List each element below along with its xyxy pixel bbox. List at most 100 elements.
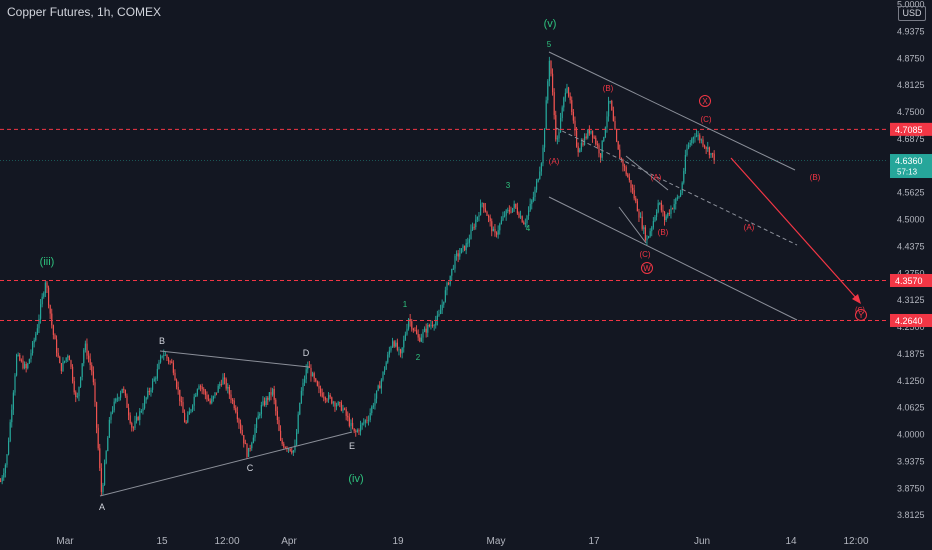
candle-body — [488, 215, 490, 218]
candle — [409, 314, 411, 327]
candle — [323, 392, 325, 402]
candle-body — [614, 121, 616, 130]
candle-body — [561, 107, 563, 118]
currency-button[interactable]: USD — [898, 6, 926, 21]
candle-body — [432, 325, 434, 326]
candle-body — [116, 398, 118, 400]
candle-body — [28, 359, 30, 364]
candle — [304, 375, 306, 386]
candle — [198, 384, 200, 390]
candle-body — [155, 378, 157, 380]
candle — [8, 437, 10, 456]
candle-body — [600, 153, 602, 158]
candle — [83, 348, 85, 367]
level-price-badge-text: 4.2640 — [895, 316, 923, 326]
candle-body — [545, 100, 547, 130]
candle-body — [27, 363, 29, 369]
candle-body — [152, 381, 154, 390]
candle-body — [528, 210, 530, 216]
candle-body — [395, 342, 397, 347]
candle-body — [384, 369, 386, 372]
candle-body — [41, 296, 43, 305]
candle — [414, 327, 416, 332]
candle — [48, 285, 50, 309]
candle-body — [712, 153, 714, 154]
candle-body — [526, 215, 528, 224]
candle-body — [555, 115, 557, 140]
candle-body — [368, 419, 370, 421]
candle — [24, 361, 26, 370]
candle-body — [60, 363, 62, 372]
candle — [56, 335, 58, 357]
candle — [556, 135, 558, 145]
candle — [625, 165, 627, 177]
candle-body — [57, 352, 59, 357]
candle-body — [132, 427, 134, 429]
candle-body — [75, 392, 77, 397]
candle — [446, 281, 448, 296]
time-axis-tick: 12:00 — [843, 536, 868, 547]
candle — [643, 225, 645, 235]
candle-body — [638, 211, 640, 218]
candle — [131, 421, 133, 432]
candle — [571, 96, 573, 116]
candle — [536, 178, 538, 193]
candle-body — [256, 419, 258, 429]
candle-body — [214, 392, 216, 397]
projection-arrow-line — [730, 157, 859, 301]
candle-body — [235, 408, 237, 413]
candle-body — [356, 430, 358, 432]
candle-body — [360, 425, 362, 432]
candle-body — [158, 362, 160, 369]
candle-body — [169, 361, 171, 363]
candle — [115, 397, 117, 404]
candle — [417, 329, 419, 341]
candle-body — [313, 373, 315, 379]
candle — [366, 416, 368, 424]
candle-body — [676, 197, 678, 199]
candle — [356, 428, 358, 433]
candle-body — [510, 211, 512, 213]
candle-body — [604, 127, 606, 138]
candle — [328, 391, 330, 403]
candle — [264, 397, 266, 407]
candle-body — [675, 198, 677, 205]
candle — [64, 360, 66, 364]
candle-body — [145, 397, 147, 400]
candle-body — [558, 132, 560, 139]
candle — [476, 216, 478, 223]
candle-body — [500, 220, 502, 225]
price-axis-tick: 3.8750 — [897, 483, 925, 493]
candle — [524, 218, 526, 228]
candle-body — [211, 399, 213, 404]
candle — [16, 353, 18, 377]
candle — [108, 416, 110, 438]
candle — [529, 198, 531, 212]
candle — [676, 194, 678, 201]
candle — [320, 385, 322, 397]
candle-body — [577, 146, 579, 153]
candle-body — [459, 253, 461, 257]
candle — [668, 209, 670, 216]
candle — [497, 225, 499, 239]
candle — [126, 393, 128, 408]
candle — [696, 130, 698, 138]
candle-body — [441, 304, 443, 311]
candle-body — [452, 268, 454, 270]
candle — [288, 448, 290, 453]
candle — [566, 83, 568, 94]
candle-body — [353, 428, 355, 432]
wave-label: 4 — [526, 224, 531, 233]
candle — [289, 448, 291, 452]
candle — [265, 395, 267, 408]
candle — [236, 406, 238, 423]
candle — [307, 361, 309, 374]
candle — [40, 299, 42, 324]
candle-body — [67, 356, 69, 358]
candle-body — [478, 215, 480, 217]
candle-body — [243, 435, 245, 444]
candle — [614, 116, 616, 130]
candle — [132, 426, 134, 432]
candle — [641, 211, 643, 231]
